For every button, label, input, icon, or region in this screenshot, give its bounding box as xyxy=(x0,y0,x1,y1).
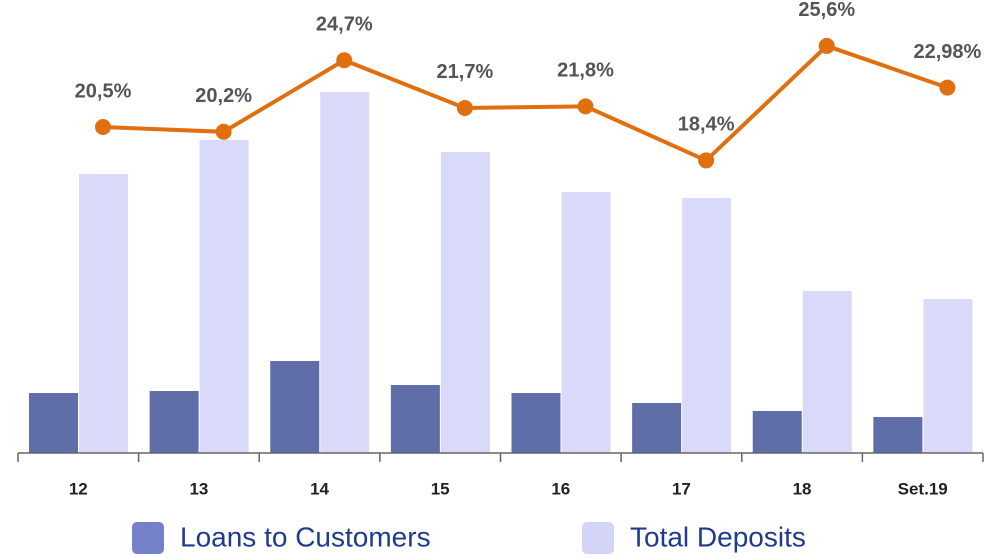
bar xyxy=(390,385,440,453)
legend-swatch xyxy=(132,522,164,554)
x-tick-label: 18 xyxy=(793,479,812,498)
bar xyxy=(632,403,682,453)
data-label: 20,5% xyxy=(75,80,132,102)
x-tick-label: 16 xyxy=(551,479,570,498)
bar xyxy=(320,92,370,453)
point xyxy=(336,52,353,69)
x-tick-label: 14 xyxy=(310,479,329,498)
point xyxy=(95,119,111,136)
data-label: 21,8% xyxy=(557,60,614,82)
data-label: 18,4% xyxy=(678,114,735,136)
x-tick-label: 13 xyxy=(189,479,208,498)
bar xyxy=(923,299,973,453)
point xyxy=(577,98,594,115)
x-tick-label: 12 xyxy=(69,479,88,498)
bar xyxy=(149,391,199,453)
bar xyxy=(802,291,852,453)
line xyxy=(102,43,949,163)
data-label: 24,7% xyxy=(316,14,373,36)
x-tick-label: Set.19 xyxy=(898,479,948,498)
bar xyxy=(29,393,78,453)
bar xyxy=(199,140,249,453)
point xyxy=(456,99,473,116)
bar xyxy=(440,152,490,453)
bar xyxy=(873,417,923,453)
bar xyxy=(270,361,320,453)
legend-label: Loans to Customers xyxy=(180,521,431,552)
bar xyxy=(79,174,128,453)
bar xyxy=(752,411,802,453)
bar xyxy=(682,198,732,453)
data-label: 25,6% xyxy=(798,0,855,21)
data-label: 22,98% xyxy=(913,41,981,63)
point xyxy=(215,123,232,140)
bar xyxy=(511,393,561,453)
data-label: 20,2% xyxy=(195,85,252,107)
bar xyxy=(561,192,611,453)
legend-label: Total Deposits xyxy=(630,521,806,552)
point xyxy=(698,152,715,169)
point xyxy=(939,79,956,96)
point xyxy=(818,37,835,54)
x-tick-label: 17 xyxy=(672,479,691,498)
x-tick-label: 15 xyxy=(431,479,450,498)
legend-swatch xyxy=(582,522,614,554)
data-label: 21,7% xyxy=(437,61,494,83)
